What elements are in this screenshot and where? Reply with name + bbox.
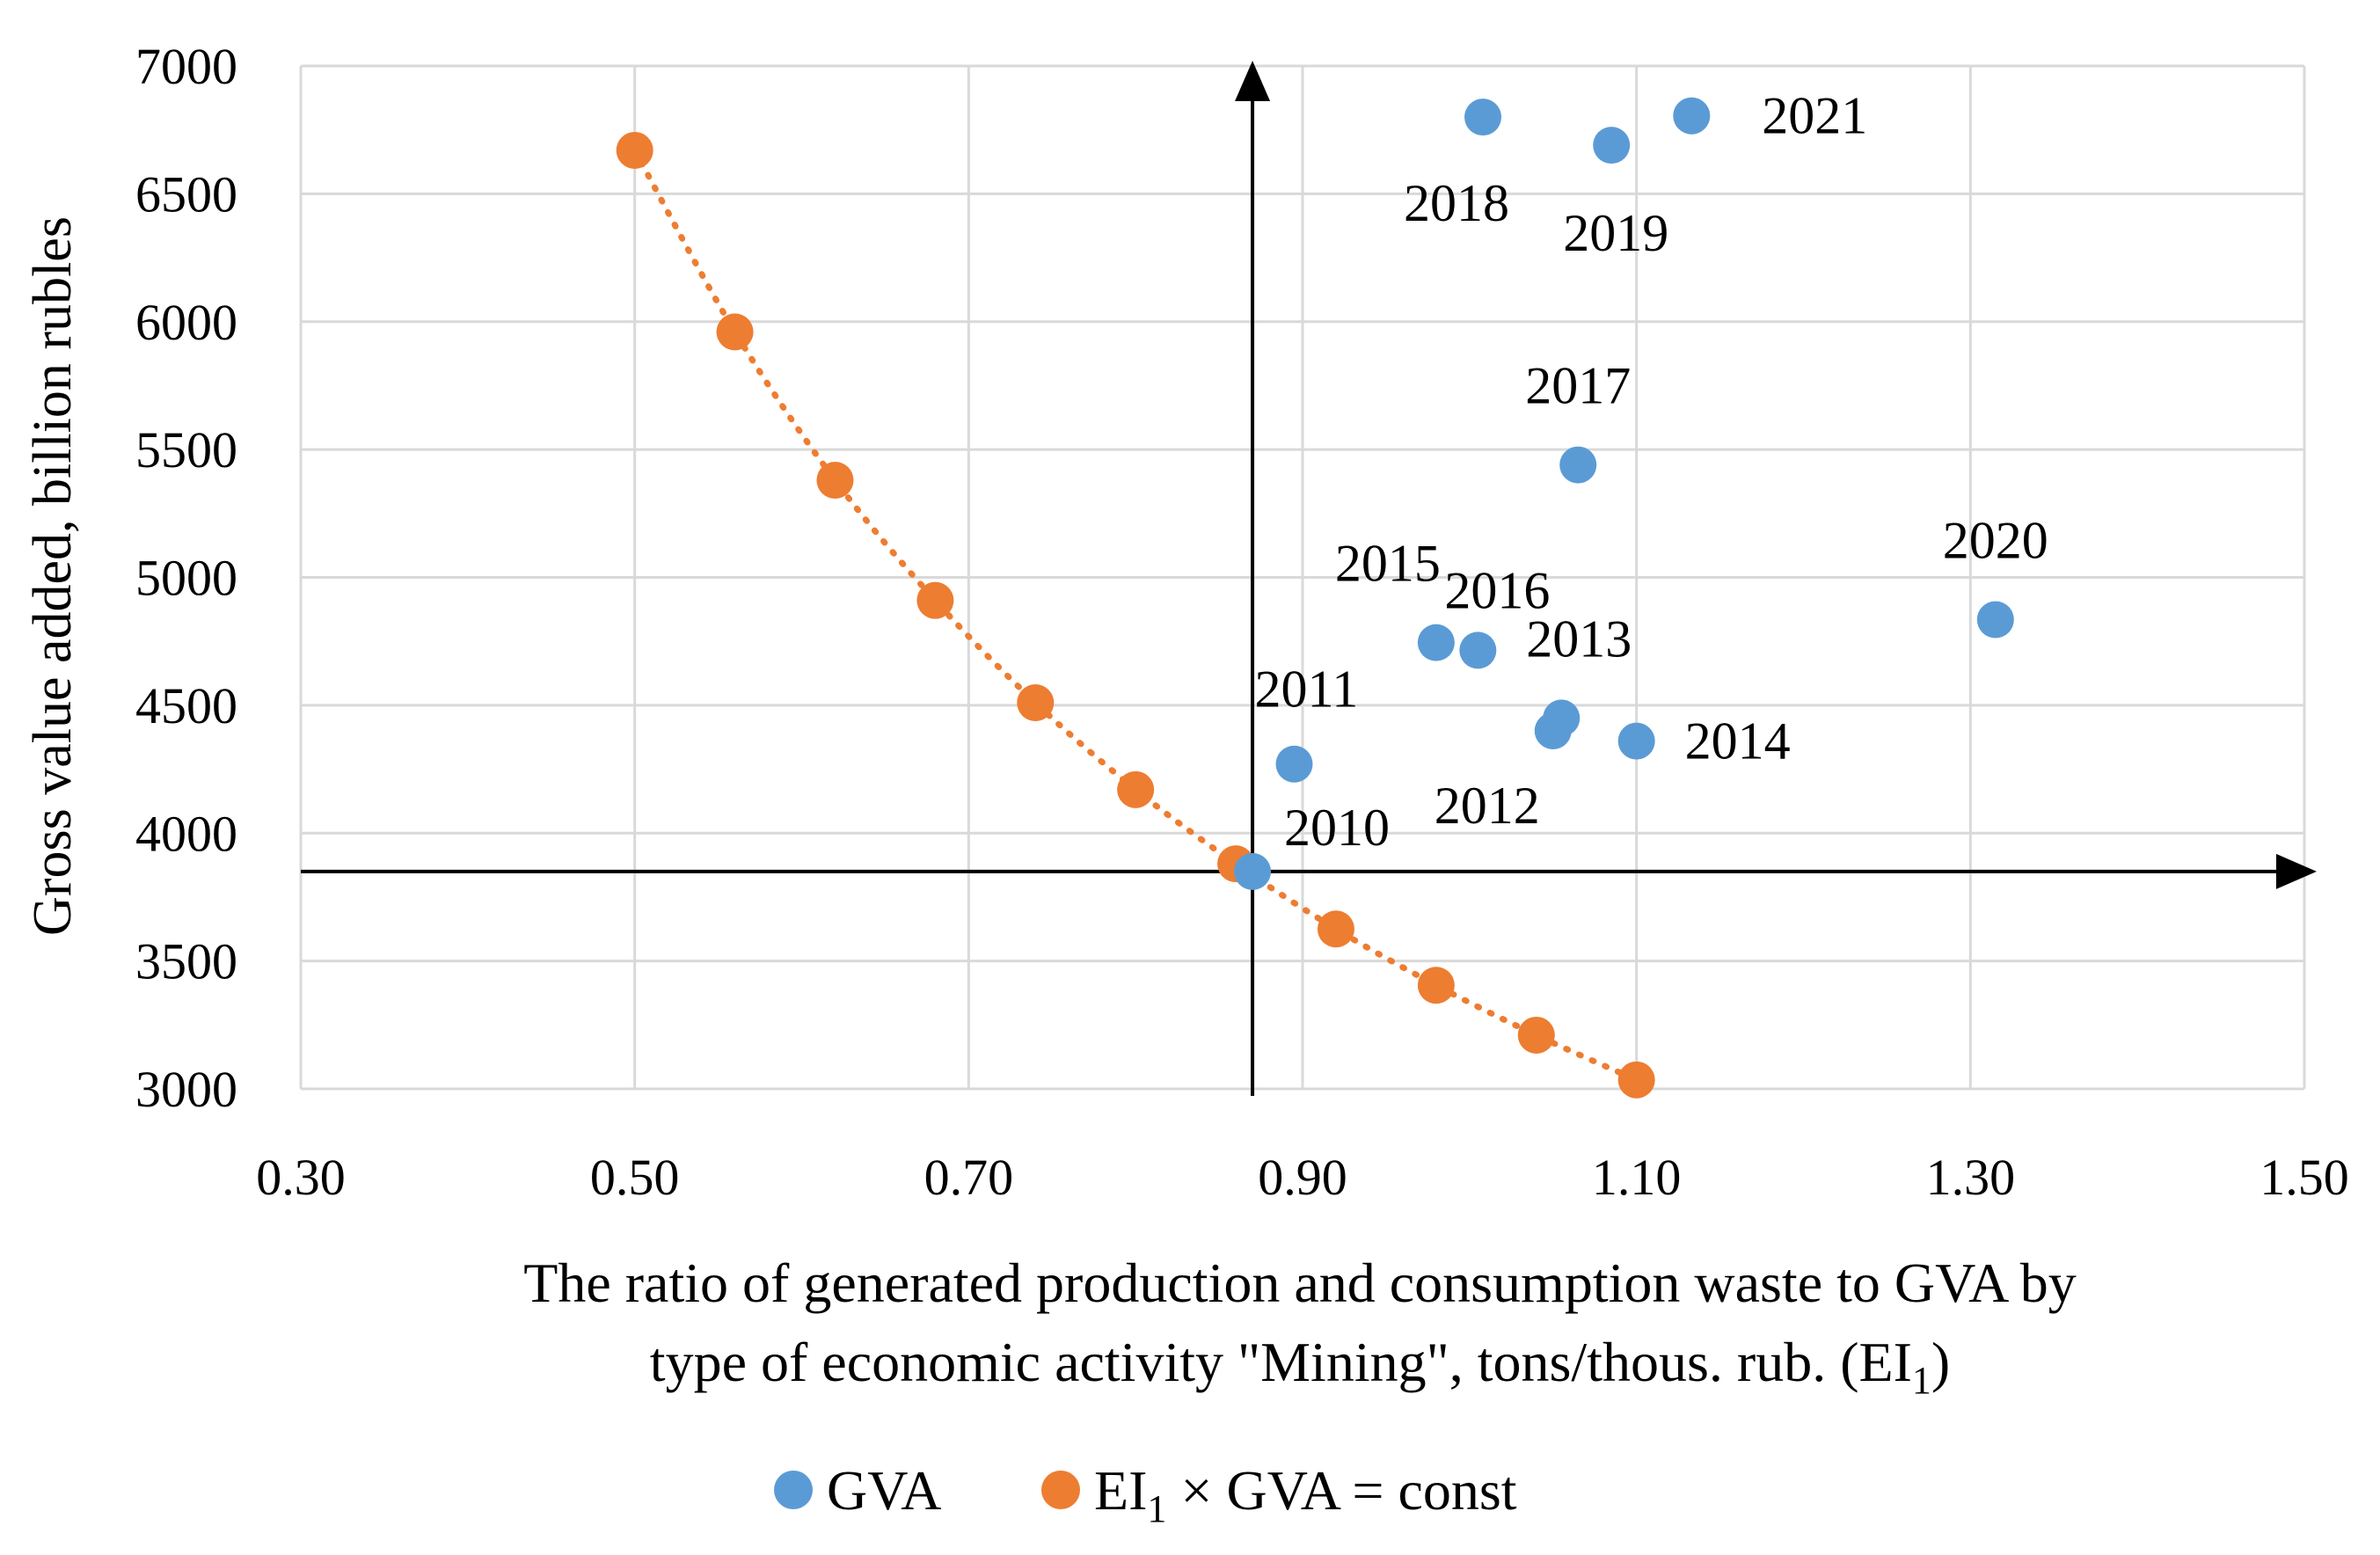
x-tick-label: 0.50: [590, 1149, 680, 1206]
x-tick-label: 1.50: [2260, 1149, 2349, 1206]
point-label-2018: 2018: [1404, 174, 1509, 232]
point-label-2017: 2017: [1525, 357, 1631, 415]
y-tick-label: 3000: [135, 1061, 237, 1118]
gva-point: [1673, 97, 1711, 135]
point-label-2014: 2014: [1685, 712, 1791, 770]
const-point: [916, 581, 954, 619]
y-tick-label: 3500: [135, 933, 237, 990]
point-label-2019: 2019: [1563, 204, 1668, 262]
gva-point: [1459, 631, 1497, 669]
point-label-2015: 2015: [1335, 535, 1441, 593]
legend-const-marker: [1041, 1471, 1080, 1509]
x-tick-label: 1.10: [1592, 1149, 1682, 1206]
gva-point: [1559, 446, 1597, 484]
x-tick-label: 0.30: [256, 1149, 346, 1206]
point-label-2016: 2016: [1444, 561, 1550, 619]
const-point: [1017, 683, 1055, 721]
legend-gva-label: GVA: [827, 1459, 941, 1522]
x-axis-label-line1: The ratio of generated production and co…: [523, 1252, 2077, 1314]
vertical-arrowhead: [1235, 61, 1271, 101]
point-labels: 2010 2011 2012 2013 2014 2015 2016 2017 2018 2019…: [1255, 87, 2048, 857]
y-tick-label: 5500: [135, 421, 237, 478]
legend-const-label: EI1 × GVA = const: [1094, 1459, 1517, 1530]
const-point: [1317, 910, 1354, 948]
point-label-2013: 2013: [1526, 610, 1632, 668]
const-point: [1117, 770, 1155, 808]
x-axis-label-line2: type of economic activity "Mining", tons…: [650, 1331, 1950, 1402]
gva-point: [1617, 722, 1655, 760]
gva-point: [1417, 624, 1455, 661]
gva-point: [1593, 127, 1631, 164]
horizontal-arrowhead: [2276, 853, 2317, 889]
gva-point: [1464, 99, 1502, 136]
reference-axes: [301, 61, 2317, 1096]
legend-gva-marker: [774, 1471, 813, 1509]
gva-point: [1275, 745, 1313, 783]
y-tick-label: 6500: [135, 165, 237, 223]
const-point: [716, 313, 754, 351]
tick-labels: 3000 3500 4000 4500 5000 5500 6000 6500 7000 0.30…: [135, 38, 2349, 1206]
const-point: [1617, 1061, 1655, 1099]
y-axis-label: Gross value added, billion rubles: [23, 216, 83, 936]
y-tick-label: 6000: [135, 294, 237, 351]
const-point: [1517, 1016, 1555, 1054]
gva-point: [1234, 852, 1272, 890]
data-points: [616, 97, 2014, 1099]
y-tick-label: 7000: [135, 38, 237, 95]
gva-point: [1543, 699, 1581, 737]
const-point: [616, 131, 653, 169]
point-label-2010: 2010: [1284, 799, 1390, 857]
x-tick-label: 0.70: [924, 1149, 1014, 1206]
const-point: [816, 462, 854, 500]
y-tick-label: 4000: [135, 805, 237, 862]
grid: [299, 64, 2306, 1091]
x-tick-label: 1.30: [1926, 1149, 2016, 1206]
const-point: [1417, 967, 1455, 1004]
x-tick-label: 0.90: [1258, 1149, 1347, 1206]
point-label-2011: 2011: [1255, 661, 1359, 719]
y-tick-label: 4500: [135, 677, 237, 734]
point-label-2020: 2020: [1943, 511, 2048, 569]
legend: GVA EI1 × GVA = const: [774, 1459, 1517, 1530]
gva-point: [1976, 601, 2014, 639]
point-label-2012: 2012: [1435, 777, 1540, 835]
y-tick-label: 5000: [135, 550, 237, 607]
point-label-2021: 2021: [1762, 87, 1867, 145]
